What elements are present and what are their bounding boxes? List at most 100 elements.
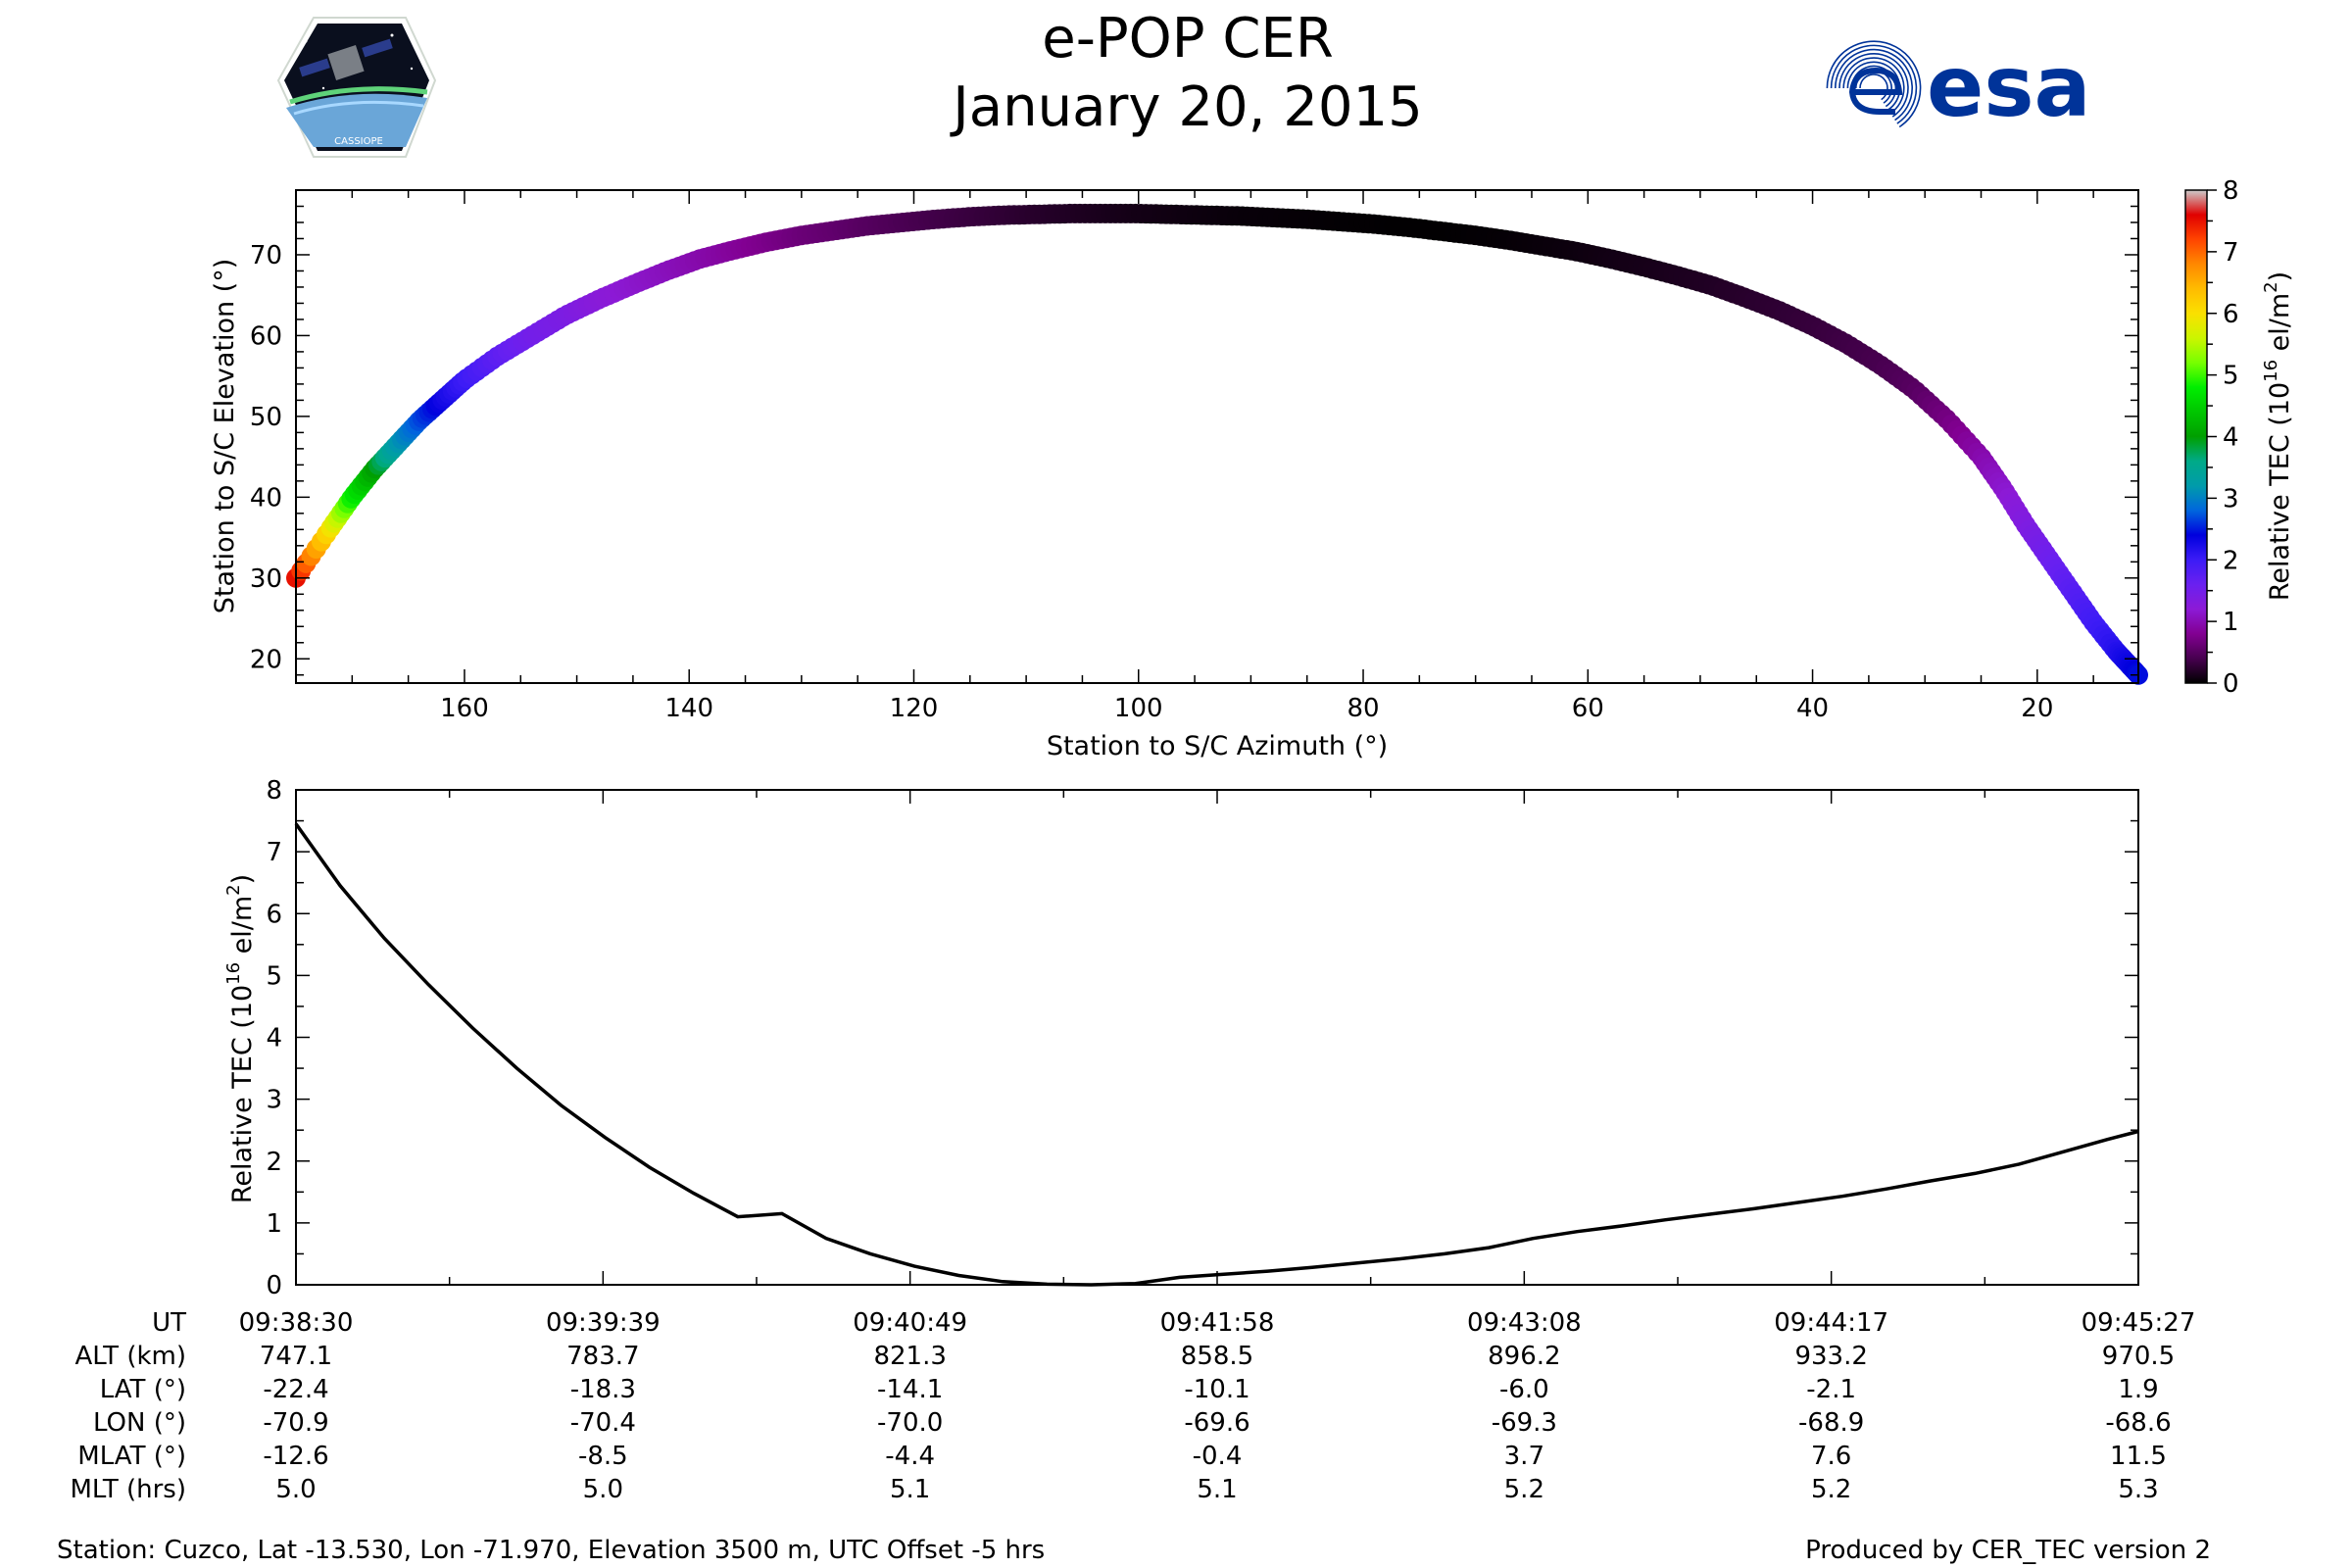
table-cell: 09:44:17 — [1774, 1308, 1888, 1338]
table-cell: -22.4 — [263, 1375, 328, 1404]
x-tick-label: 100 — [1114, 694, 1163, 723]
table-cell: -69.3 — [1492, 1408, 1557, 1438]
bottom-y-axis-label: Relative TEC (1016 el/m2) — [223, 874, 258, 1203]
y-tick-label: 20 — [250, 645, 282, 674]
cassiope-logo-text: CASSIOPE — [334, 136, 383, 147]
table-cell: -68.9 — [1798, 1408, 1864, 1438]
esa-swoosh-arc — [1834, 48, 1913, 122]
table-cell: -18.3 — [570, 1375, 636, 1404]
table-cell: 5.1 — [1197, 1475, 1237, 1504]
table-cell: -2.1 — [1806, 1375, 1856, 1404]
x-tick-label: 120 — [890, 694, 939, 723]
bottom-x-axis — [295, 790, 2139, 1285]
esa-swoosh-arc — [1846, 61, 1901, 111]
bottom-plot-frame — [295, 789, 2139, 1286]
y-tick-label: 60 — [250, 321, 282, 351]
y-tick-label: 2 — [266, 1148, 282, 1177]
colorbar-axis: 0 1 2 3 4 5 6 7 8 — [2207, 176, 2239, 699]
table-cell: 09:45:27 — [2082, 1308, 2196, 1338]
esa-swoosh-e — [1848, 67, 1903, 115]
cassiope-logo-icon: CASSIOPE — [276, 17, 437, 158]
tec-colorbar: 0 1 2 3 4 5 6 7 8 Relative TEC (1016 el/m2) — [2184, 176, 2295, 699]
table-cell: 858.5 — [1181, 1342, 1253, 1371]
table-row-label: MLAT (°) — [77, 1442, 186, 1471]
x-tick-label: 140 — [664, 694, 713, 723]
table-cell: 5.0 — [583, 1475, 623, 1504]
table-row-label: LON (°) — [93, 1408, 186, 1438]
table-cell: -69.6 — [1184, 1408, 1250, 1438]
y-tick-label: 6 — [266, 900, 282, 929]
colorbar-tick-label: 7 — [2223, 238, 2239, 268]
table-cell: 5.2 — [1504, 1475, 1544, 1504]
table-cell: 09:39:39 — [546, 1308, 661, 1338]
azimuth-elevation-chart: 160 140 120 100 80 60 40 20 20 30 40 50 60 70 Statio… — [210, 189, 2148, 761]
chart-title-line1: e-POP CER — [1042, 7, 1333, 71]
colorbar-gradient — [2184, 189, 2208, 684]
x-tick-label: 60 — [1572, 694, 1604, 723]
table-cell: -10.1 — [1184, 1375, 1250, 1404]
table-cell: 970.5 — [2102, 1342, 2175, 1371]
bottom-y-axis: 0 1 2 3 4 5 6 7 8 — [266, 776, 2138, 1300]
station-info: Station: Cuzco, Lat -13.530, Lon -71.970… — [57, 1536, 1045, 1565]
y-tick-label: 7 — [266, 838, 282, 867]
table-cell: 09:41:58 — [1160, 1308, 1275, 1338]
top-x-axis: 160 140 120 100 80 60 40 20 — [351, 190, 2094, 723]
table-cell: 3.7 — [1504, 1442, 1544, 1471]
y-tick-label: 40 — [250, 483, 282, 513]
x-tick-label: 40 — [1796, 694, 1829, 723]
table-cell: 11.5 — [2110, 1442, 2167, 1471]
y-tick-label: 1 — [266, 1209, 282, 1239]
x-tick-label: 80 — [1347, 694, 1379, 723]
table-cell: 933.2 — [1794, 1342, 1867, 1371]
table-cell: 5.3 — [2118, 1475, 2158, 1504]
table-cell: 5.2 — [1811, 1475, 1851, 1504]
table-cell: -14.1 — [877, 1375, 943, 1404]
esa-swoosh-arc — [1826, 40, 1922, 128]
table-cell: 896.2 — [1488, 1342, 1560, 1371]
table-cell: 7.6 — [1811, 1442, 1851, 1471]
esa-swoosh-arc — [1842, 57, 1905, 115]
top-y-axis: 20 30 40 50 60 70 — [250, 205, 2138, 676]
producer-info: Produced by CER_TEC version 2 — [1805, 1536, 2211, 1565]
esa-swoosh-arc — [1830, 44, 1918, 124]
esa-logo-icon: esa — [1826, 38, 2091, 136]
table-cell: 09:38:30 — [239, 1308, 354, 1338]
top-x-axis-label: Station to S/C Azimuth (°) — [1047, 731, 1388, 761]
y-tick-label: 50 — [250, 403, 282, 432]
table-row-label: ALT (km) — [74, 1342, 186, 1371]
colorbar-tick-label: 8 — [2223, 176, 2239, 206]
y-tick-label: 5 — [266, 961, 282, 991]
tec-series-line — [294, 822, 2139, 1287]
table-cell: 5.1 — [890, 1475, 930, 1504]
y-tick-label: 70 — [250, 241, 282, 270]
colorbar-tick-label: 6 — [2223, 300, 2239, 329]
colorbar-tick-label: 1 — [2223, 608, 2239, 637]
colorbar-tick-label: 3 — [2223, 484, 2239, 514]
y-tick-label: 4 — [266, 1024, 282, 1054]
scatter-points-layer — [286, 203, 2148, 685]
table-cell: -8.5 — [578, 1442, 628, 1471]
table-cell: -12.6 — [263, 1442, 328, 1471]
tec-time-series-chart: 0 1 2 3 4 5 6 7 8 Relative TEC (1016 el/m2) — [223, 776, 2139, 1300]
esa-swoosh-arc — [1838, 53, 1909, 118]
table-row-label: LAT (°) — [100, 1375, 186, 1404]
table-cell: -70.0 — [877, 1408, 943, 1438]
y-tick-label: 30 — [250, 564, 282, 594]
table-row-label: UT — [152, 1308, 186, 1338]
top-y-axis-label: Station to S/C Elevation (°) — [210, 259, 240, 614]
table-cell: 747.1 — [260, 1342, 332, 1371]
table-cell: 1.9 — [2118, 1375, 2158, 1404]
table-cell: 5.0 — [275, 1475, 316, 1504]
colorbar-label: Relative TEC (1016 el/m2) — [2261, 271, 2295, 601]
y-tick-label: 3 — [266, 1086, 282, 1115]
table-cell: 783.7 — [566, 1342, 639, 1371]
table-cell: 09:40:49 — [853, 1308, 967, 1338]
x-tick-label: 20 — [2021, 694, 2053, 723]
table-cell: -0.4 — [1193, 1442, 1243, 1471]
table-row-label: MLT (hrs) — [71, 1475, 187, 1504]
colorbar-tick-label: 5 — [2223, 362, 2239, 391]
colorbar-tick-label: 0 — [2223, 669, 2239, 699]
top-plot-frame — [295, 189, 2139, 684]
x-tick-label: 160 — [440, 694, 489, 723]
